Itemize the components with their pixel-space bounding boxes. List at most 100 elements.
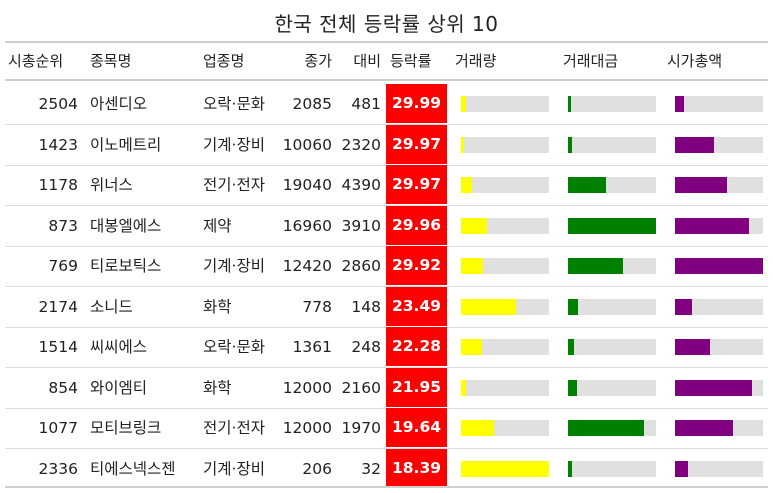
amount-bar <box>568 420 644 436</box>
rank-cell: 873 <box>48 216 78 235</box>
close-cell: 778 <box>302 297 332 316</box>
volume-bar <box>461 258 483 274</box>
name-cell: 티에스넥스젠 <box>90 459 176 478</box>
volume-bar <box>461 379 467 396</box>
close-cell: 19040 <box>282 176 332 194</box>
close-cell: 16960 <box>282 216 332 235</box>
rate-cell: 29.92 <box>386 246 447 285</box>
rank-cell: 2504 <box>38 95 78 113</box>
change-cell: 1970 <box>341 419 381 437</box>
market-cap-bar-track <box>675 420 763 436</box>
close-cell: 206 <box>302 459 332 478</box>
top-rule <box>5 41 768 43</box>
volume-bar <box>461 136 464 153</box>
name-cell: 모티브링크 <box>90 419 162 437</box>
market-cap-bar <box>675 136 714 153</box>
header-close: 종가 <box>304 52 332 70</box>
amount-bar <box>568 217 656 234</box>
market-cap-bar <box>675 379 753 396</box>
sector-cell: 오락·문화 <box>203 95 265 113</box>
volume-bar <box>461 420 494 436</box>
market-cap-bar-track <box>675 339 763 355</box>
change-cell: 4390 <box>341 176 381 194</box>
sector-cell: 기계·장비 <box>203 257 265 275</box>
amount-bar <box>568 460 573 477</box>
amount-bar <box>568 96 571 112</box>
rank-cell: 1178 <box>38 176 78 194</box>
rate-cell: 29.99 <box>386 84 447 123</box>
amount-bar <box>568 379 577 396</box>
header-market-cap: 시가총액 <box>667 52 723 70</box>
market-cap-bar <box>675 177 727 193</box>
rank-cell: 2336 <box>38 459 78 478</box>
market-cap-bar-track <box>675 379 763 396</box>
amount-bar <box>568 258 624 274</box>
change-cell: 32 <box>361 459 381 478</box>
volume-bar-track <box>461 177 549 193</box>
change-cell: 248 <box>351 338 381 356</box>
volume-bar-track <box>461 420 549 436</box>
close-cell: 2085 <box>292 95 332 113</box>
rate-cell: 18.39 <box>386 448 447 488</box>
rank-cell: 1423 <box>38 135 78 154</box>
sector-cell: 전기·전자 <box>203 176 265 194</box>
change-cell: 3910 <box>341 216 381 235</box>
market-cap-bar <box>675 420 734 436</box>
header-sector: 업종명 <box>203 52 245 70</box>
market-cap-bar <box>675 298 692 315</box>
header-name: 종목명 <box>90 52 132 70</box>
rate-cell: 19.64 <box>386 408 447 447</box>
rank-cell: 769 <box>48 257 78 275</box>
market-cap-bar-track <box>675 177 763 193</box>
change-cell: 2860 <box>341 257 381 275</box>
amount-bar <box>568 136 573 153</box>
volume-bar-track <box>461 258 549 274</box>
close-cell: 12420 <box>282 257 332 275</box>
name-cell: 대봉엘에스 <box>90 216 162 235</box>
volume-bar-track <box>461 460 549 477</box>
market-cap-bar <box>675 258 763 274</box>
name-cell: 와이엠티 <box>90 378 148 397</box>
volume-bar <box>461 217 488 234</box>
amount-bar-track <box>568 217 656 234</box>
rate-cell: 29.97 <box>386 165 447 204</box>
name-cell: 티로보틱스 <box>90 257 162 275</box>
amount-bar-track <box>568 379 656 396</box>
volume-bar <box>461 460 549 477</box>
close-cell: 10060 <box>282 135 332 154</box>
sector-cell: 화학 <box>203 297 232 316</box>
market-cap-bar-track <box>675 136 763 153</box>
close-cell: 12000 <box>282 378 332 397</box>
rate-cell: 23.49 <box>386 286 447 326</box>
amount-bar-track <box>568 258 656 274</box>
name-cell: 위너스 <box>90 176 133 194</box>
name-cell: 씨씨에스 <box>90 338 148 356</box>
close-cell: 12000 <box>282 419 332 437</box>
volume-bar <box>461 339 483 355</box>
volume-bar <box>461 96 467 112</box>
amount-bar-track <box>568 136 656 153</box>
market-cap-bar <box>675 96 684 112</box>
close-cell: 1361 <box>292 338 332 356</box>
change-cell: 2160 <box>341 378 381 397</box>
header-rule <box>5 79 768 81</box>
header-change: 대비 <box>353 52 381 70</box>
volume-bar-track <box>461 339 549 355</box>
rank-cell: 2174 <box>38 297 78 316</box>
name-cell: 이노메트리 <box>90 135 162 154</box>
volume-bar <box>461 298 517 315</box>
amount-bar-track <box>568 298 656 315</box>
amount-bar <box>568 298 578 315</box>
volume-bar-track <box>461 298 549 315</box>
rate-cell: 22.28 <box>386 327 447 366</box>
rank-cell: 854 <box>48 378 78 397</box>
name-cell: 아센디오 <box>90 95 148 113</box>
market-cap-bar <box>675 217 749 234</box>
sector-cell: 기계·장비 <box>203 135 265 154</box>
change-cell: 481 <box>351 95 381 113</box>
rate-cell: 21.95 <box>386 367 447 407</box>
volume-bar-track <box>461 136 549 153</box>
chart-title: 한국 전체 등락률 상위 10 <box>274 12 499 36</box>
volume-bar <box>461 177 472 193</box>
